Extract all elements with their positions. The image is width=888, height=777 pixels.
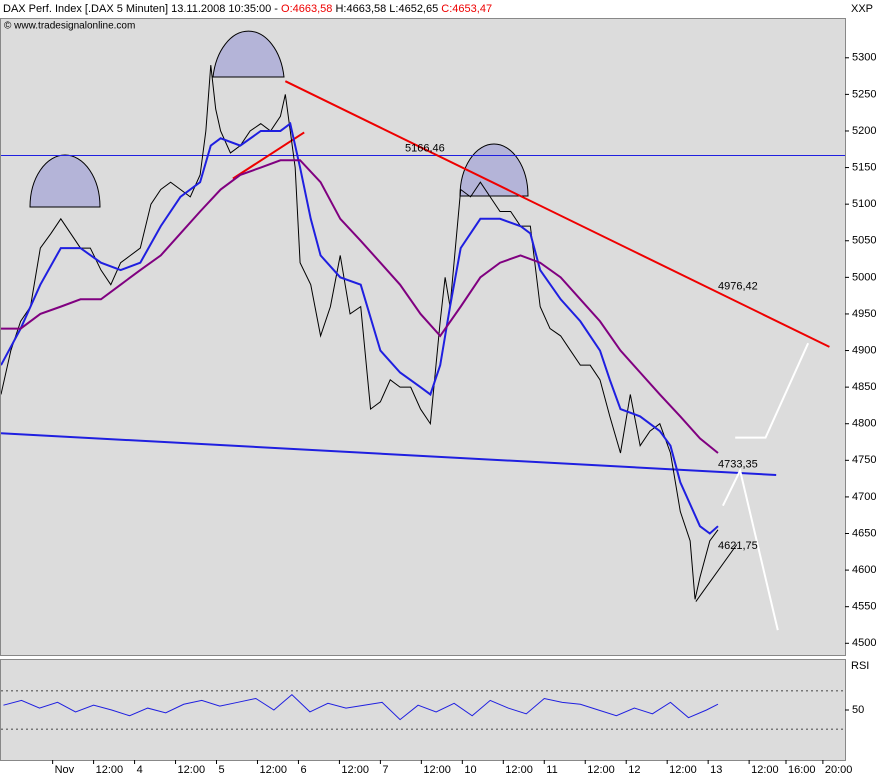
y-tick-label: 4800 xyxy=(852,418,876,430)
y-tick-label: 5250 xyxy=(852,88,876,100)
x-tick-label: 12:00 xyxy=(587,764,615,776)
series-line xyxy=(1,65,719,600)
y-tick-label: 4650 xyxy=(852,527,876,539)
y-tick-label: 4500 xyxy=(852,637,876,649)
y-tick-label: 5150 xyxy=(852,161,876,173)
level-label: 4621,75 xyxy=(718,540,758,552)
dome xyxy=(212,30,285,78)
y-tick-label: 4950 xyxy=(852,308,876,320)
plot-area xyxy=(1,65,845,631)
trend-line xyxy=(1,432,777,476)
dome xyxy=(459,143,529,197)
trend-line xyxy=(735,342,810,439)
x-tick-label: 16:00 xyxy=(788,764,816,776)
series-line xyxy=(1,121,719,535)
x-tick-label: Nov xyxy=(55,764,75,776)
level-label: 4733,35 xyxy=(718,458,758,470)
y-tick-label: 4600 xyxy=(852,564,876,576)
y-tick-label: 4700 xyxy=(852,491,876,503)
y-tick-label: 5300 xyxy=(852,52,876,64)
header: DAX Perf. Index [.DAX 5 Minuten] 13.11.2… xyxy=(3,3,492,15)
source: © www.tradesignalonline.com xyxy=(4,21,135,32)
y-tick-label: 4850 xyxy=(852,381,876,393)
x-tick-label: 20:00 xyxy=(825,764,853,776)
plot-area xyxy=(1,690,845,730)
h-line-label: 5166,46 xyxy=(405,142,445,154)
x-tick-label: 7 xyxy=(382,764,388,776)
rsi-panel xyxy=(0,659,846,761)
y-tick-label: 50 xyxy=(852,704,864,716)
x-tick-label: 13 xyxy=(710,764,722,776)
x-tick-label: 12:00 xyxy=(259,764,287,776)
x-tick-label: 12:00 xyxy=(751,764,779,776)
x-tick-label: 4 xyxy=(137,764,143,776)
y-tick-label: 4900 xyxy=(852,344,876,356)
y-tick-label: 4550 xyxy=(852,601,876,613)
series-line xyxy=(3,693,719,721)
level-label: 4976,42 xyxy=(718,281,758,293)
x-tick-label: 12 xyxy=(628,764,640,776)
x-tick-label: 12:00 xyxy=(341,764,369,776)
y-tick-label: 5100 xyxy=(852,198,876,210)
trend-line xyxy=(232,131,305,180)
x-tick-label: 12:00 xyxy=(96,764,124,776)
y-tick-label: 5200 xyxy=(852,125,876,137)
y-tick-label: 4750 xyxy=(852,454,876,466)
high-low: H:4663,58 L:4652,65 xyxy=(335,3,438,15)
trend-line xyxy=(284,80,830,348)
x-tick-label: 11 xyxy=(546,764,557,776)
instrument: DAX Perf. Index [.DAX 5 Minuten] 13.11.2… xyxy=(3,3,278,15)
y-axis-label: RSI xyxy=(851,660,869,672)
x-tick-label: 10 xyxy=(464,764,476,776)
trend-line xyxy=(695,544,738,602)
y-tick-label: 5000 xyxy=(852,271,876,283)
trend-line xyxy=(722,467,779,631)
close: C:4653,47 xyxy=(441,3,492,15)
domes xyxy=(29,30,529,208)
x-tick-label: 6 xyxy=(300,764,306,776)
x-tick-label: 12:00 xyxy=(505,764,533,776)
price-panel xyxy=(0,18,846,656)
open: O:4663,58 xyxy=(281,3,332,15)
x-tick-label: 12:00 xyxy=(669,764,697,776)
y-tick-label: 5050 xyxy=(852,235,876,247)
y-axis-label: XXP xyxy=(851,3,873,15)
x-tick-label: 12:00 xyxy=(423,764,451,776)
series-line xyxy=(1,159,719,454)
x-tick-label: 5 xyxy=(219,764,225,776)
x-tick-label: 12:00 xyxy=(178,764,206,776)
